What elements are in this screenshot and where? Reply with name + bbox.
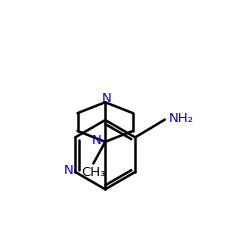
Text: N: N (64, 164, 73, 177)
Text: NH₂: NH₂ (169, 112, 194, 125)
Text: N: N (101, 92, 111, 105)
Text: CH₃: CH₃ (81, 166, 106, 179)
Text: N: N (92, 134, 101, 147)
